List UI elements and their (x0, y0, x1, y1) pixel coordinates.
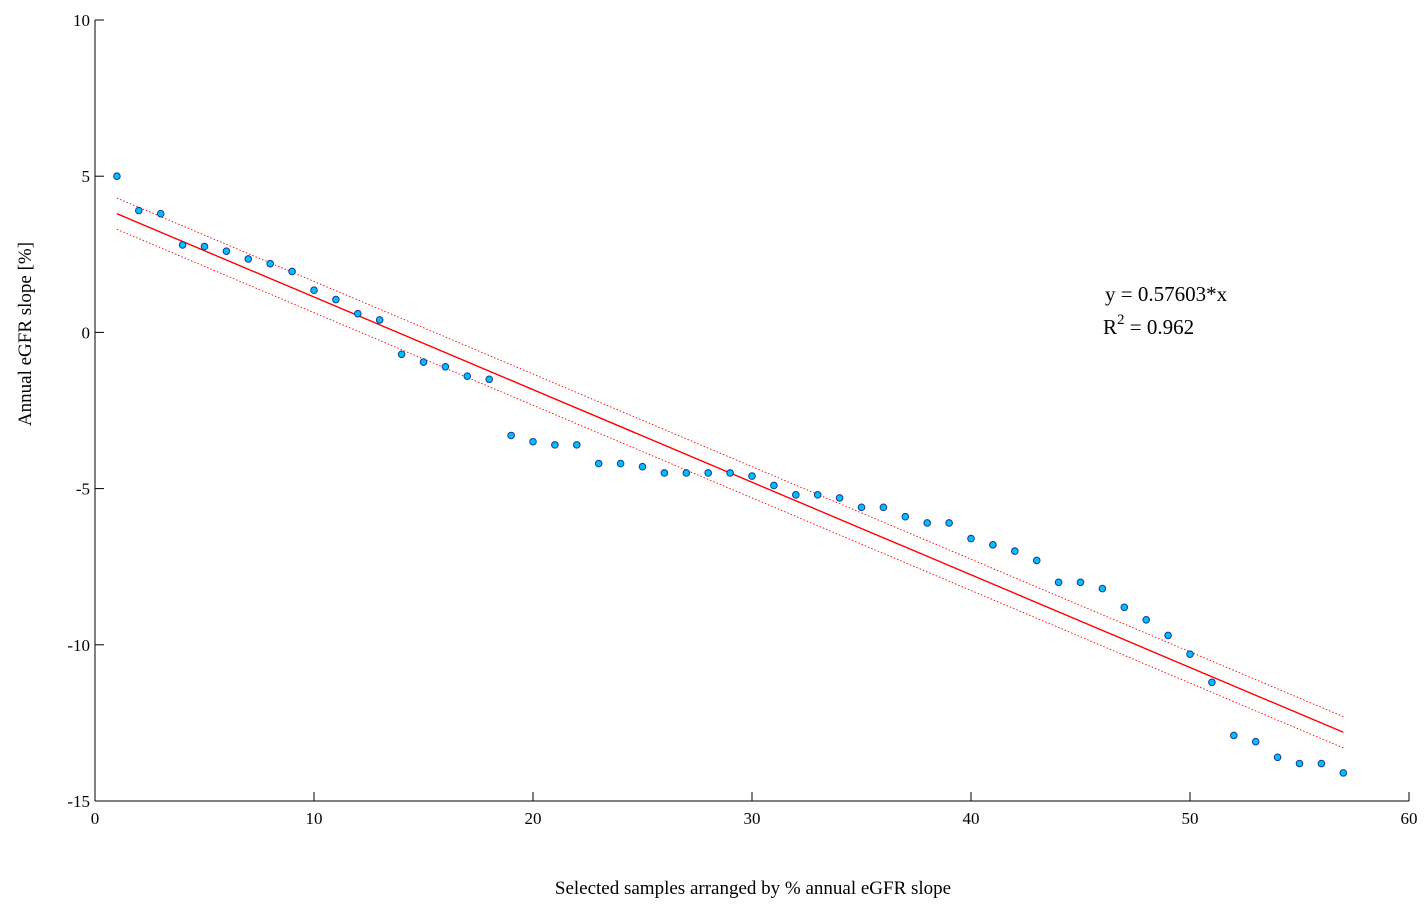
data-point (156, 209, 165, 218)
data-point (573, 441, 581, 449)
data-point (1186, 650, 1194, 658)
data-point (945, 519, 953, 527)
data-point (1251, 737, 1260, 746)
data-point (135, 206, 143, 215)
x-tick-label: 10 (306, 809, 323, 828)
data-point (1011, 547, 1019, 555)
x-axis-title: Selected samples arranged by % annual eG… (555, 878, 951, 899)
data-point (857, 503, 866, 512)
data-point (1032, 556, 1041, 565)
data-point (660, 469, 669, 477)
data-point (967, 534, 975, 543)
data-point (354, 309, 362, 318)
data-point (1120, 603, 1129, 612)
data-point (726, 469, 734, 477)
data-point (1054, 578, 1063, 587)
data-point (332, 295, 340, 304)
r-squared-base: R (1103, 315, 1117, 339)
data-point (1164, 631, 1172, 640)
data-point (529, 437, 537, 446)
data-point (288, 267, 296, 276)
data-point (419, 358, 428, 366)
r-squared: R2 = 0.962 (1103, 312, 1194, 339)
data-point (594, 459, 603, 468)
data-point (1273, 753, 1282, 762)
data-point (200, 242, 209, 251)
r-squared-value: = 0.962 (1125, 315, 1195, 339)
data-point (485, 375, 494, 384)
data-point (397, 350, 406, 359)
fit-equation: y = 0.57603*x (1105, 282, 1228, 306)
data-point (616, 459, 625, 468)
data-point (463, 372, 472, 380)
x-tick-label: 50 (1182, 809, 1199, 828)
x-tick-label: 60 (1401, 809, 1418, 828)
y-tick-label: -10 (67, 636, 90, 655)
data-point (441, 362, 450, 371)
data-point (1339, 769, 1348, 777)
data-point (507, 431, 515, 440)
r-squared-exponent: 2 (1117, 312, 1125, 328)
data-point (923, 519, 932, 527)
data-point (1295, 759, 1304, 768)
data-point (1317, 759, 1326, 768)
data-point (178, 241, 187, 249)
y-tick-label: 10 (73, 11, 90, 30)
data-point (551, 441, 559, 449)
data-point (792, 491, 800, 499)
data-point (310, 286, 318, 295)
data-point (113, 172, 121, 180)
data-point (813, 491, 822, 499)
y-tick-label: 0 (82, 323, 91, 342)
x-tick-label: 40 (963, 809, 980, 828)
data-point (375, 316, 384, 324)
y-tick-label: -15 (67, 792, 90, 811)
y-tick-label: 5 (82, 167, 91, 186)
data-point (638, 462, 647, 471)
data-point (1142, 616, 1150, 624)
confidence-band-line (116, 197, 1344, 718)
data-point (835, 494, 844, 502)
data-point (266, 259, 275, 268)
data-point (1230, 731, 1238, 740)
data-point (244, 255, 253, 263)
data-point (682, 469, 691, 477)
data-point (1076, 578, 1085, 587)
data-point (222, 247, 231, 255)
confidence-band-line (116, 228, 1344, 749)
y-axis-title: Annual eGFR slope [%] (15, 242, 36, 426)
data-points (113, 172, 1348, 777)
data-point (1098, 584, 1107, 593)
data-point (901, 512, 910, 521)
fit-equation-annotation: y = 0.57603*x R2 = 0.962 (1103, 282, 1228, 339)
x-tick-label: 30 (744, 809, 761, 828)
y-tick-label: -5 (76, 480, 90, 499)
data-point (1208, 678, 1216, 687)
data-point (748, 472, 756, 480)
data-point (770, 481, 778, 490)
data-point (879, 503, 888, 512)
x-tick-label: 20 (525, 809, 542, 828)
data-point (989, 541, 997, 549)
x-tick-label: 0 (91, 809, 100, 828)
data-point (704, 469, 713, 477)
